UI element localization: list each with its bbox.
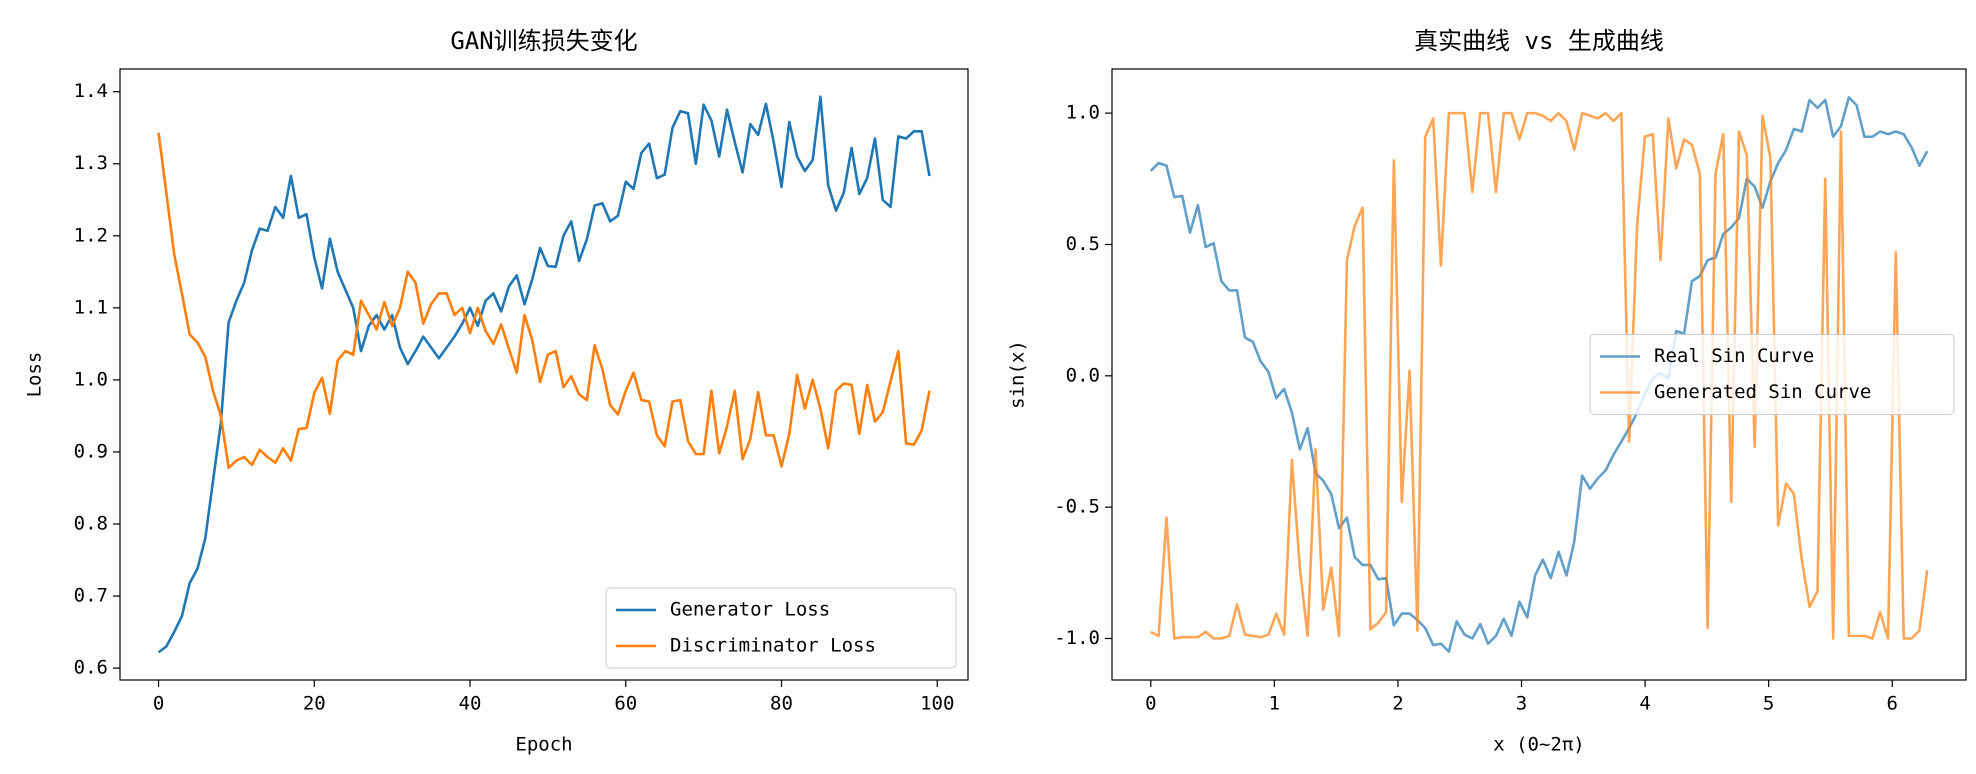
plot-frame xyxy=(119,68,969,681)
legend-label: Generated Sin Curve xyxy=(1654,381,1871,403)
y-tick-label: 0.7 xyxy=(74,585,108,607)
y-tick-label: 0.9 xyxy=(74,440,108,462)
y-axis-label: sin(x) xyxy=(1007,340,1029,409)
legend-box xyxy=(1589,334,1955,415)
x-tick-label: 3 xyxy=(1516,693,1527,715)
x-tick-label: 6 xyxy=(1887,693,1898,715)
y-axis-label: Loss xyxy=(24,352,46,398)
x-tick-label: 60 xyxy=(614,693,637,715)
y-tick-label: 1.4 xyxy=(74,80,108,102)
legend-label: Generator Loss xyxy=(670,599,830,621)
x-tick-label: 100 xyxy=(920,693,954,715)
plot-frame xyxy=(1111,68,1967,681)
x-tick-label: 5 xyxy=(1763,693,1774,715)
y-tick-label: 1.1 xyxy=(74,296,108,318)
x-tick-label: 20 xyxy=(303,693,326,715)
line-series xyxy=(157,132,931,470)
chart-title: GAN训练损失变化 xyxy=(450,27,637,55)
x-tick-label: 2 xyxy=(1392,693,1403,715)
x-tick-label: 0 xyxy=(153,693,164,715)
y-tick-label: 0.0 xyxy=(1066,364,1100,386)
y-tick-label: -0.5 xyxy=(1054,496,1100,518)
y-tick-label: 1.2 xyxy=(74,224,108,246)
legend-label: Real Sin Curve xyxy=(1654,345,1814,367)
x-tick-label: 0 xyxy=(1145,693,1156,715)
y-tick-label: -1.0 xyxy=(1054,627,1100,649)
y-tick-label: 1.3 xyxy=(74,152,108,174)
x-axis-label: Epoch xyxy=(515,734,572,756)
legend-label: Discriminator Loss xyxy=(670,635,876,657)
line-series xyxy=(1150,111,1929,640)
x-tick-label: 4 xyxy=(1639,693,1650,715)
line-series xyxy=(157,95,931,654)
line-series xyxy=(1149,96,1929,653)
x-tick-label: 40 xyxy=(459,693,482,715)
chart-title: 真实曲线 vs 生成曲线 xyxy=(1414,27,1664,55)
x-tick-label: 80 xyxy=(770,693,793,715)
y-tick-label: 0.5 xyxy=(1066,233,1100,255)
y-tick-label: 0.8 xyxy=(74,513,108,535)
x-tick-label: 1 xyxy=(1269,693,1280,715)
y-tick-label: 1.0 xyxy=(74,368,108,390)
y-tick-label: 0.6 xyxy=(74,657,108,679)
x-axis-label: x (0~2π) xyxy=(1493,734,1585,756)
y-tick-label: 1.0 xyxy=(1066,102,1100,124)
legend-box xyxy=(605,587,957,669)
